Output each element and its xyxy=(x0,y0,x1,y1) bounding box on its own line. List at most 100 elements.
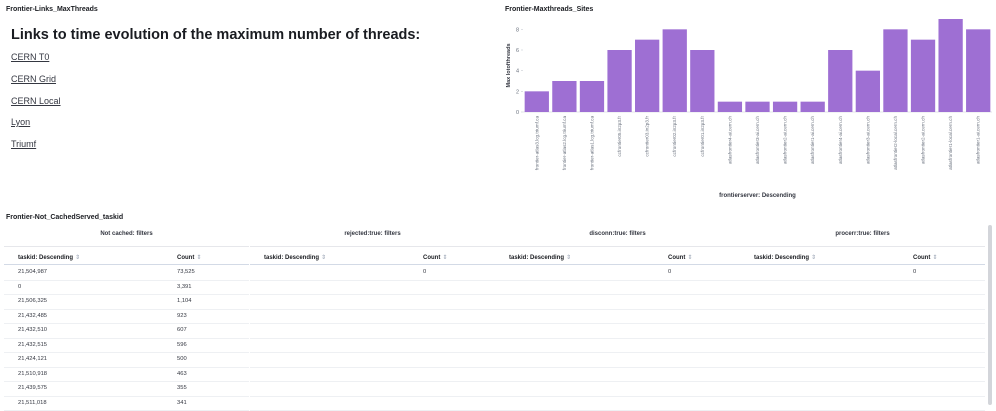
y-tick-label: 8 xyxy=(516,27,519,33)
table-row xyxy=(250,309,495,325)
sort-icon[interactable]: ⇕ xyxy=(442,255,447,261)
chart-panel: Frontier-Maxthreads_Sites Max lotofthrea… xyxy=(495,0,996,205)
cell-count: 0 xyxy=(423,269,426,275)
vertical-scrollbar[interactable] xyxy=(988,225,992,405)
table-row xyxy=(740,352,985,368)
cell-count: 463 xyxy=(177,371,187,377)
cell-taskid: 0 xyxy=(18,284,21,290)
column-header-count[interactable]: Count⇕ xyxy=(668,254,692,261)
y-axis-title: Max lotofthreads xyxy=(506,43,512,87)
x-tick-label: frontier-atlas1.lcg.triumf.ca xyxy=(589,116,594,171)
table-row xyxy=(740,338,985,354)
y-tick-label: 2 xyxy=(516,89,519,95)
cell-taskid: 21,439,575 xyxy=(18,385,47,391)
bar xyxy=(663,29,687,112)
table-row xyxy=(740,323,985,339)
table-row: 0 3,391 xyxy=(4,280,249,296)
column-header-taskid[interactable]: taskid: Descending⇕ xyxy=(264,254,326,261)
table-row xyxy=(740,309,985,325)
table-row xyxy=(495,280,740,296)
cell-count: 596 xyxy=(177,342,187,348)
table-row xyxy=(250,367,495,383)
bar xyxy=(801,102,825,112)
bar xyxy=(607,50,631,112)
column-header-count[interactable]: Count⇕ xyxy=(177,254,201,261)
x-tick-label: ccfrontier03.in2p3.fr xyxy=(645,116,650,157)
x-tick-label: atlasfrontier1-ai.cern.ch xyxy=(810,116,815,164)
data-table: Not cached: filters taskid: Descending⇕ Co… xyxy=(4,226,249,411)
table-row xyxy=(495,381,740,397)
table-title: Not cached: filters xyxy=(4,231,249,237)
table-row: 0 xyxy=(740,265,985,281)
links-panel-title: Frontier-Links_MaxThreads xyxy=(6,6,98,13)
cell-count: 923 xyxy=(177,313,187,319)
x-tick-label: atlasfrontier2-ai.cern.ch xyxy=(921,116,926,164)
column-header-taskid[interactable]: taskid: Descending⇕ xyxy=(18,254,80,261)
bar xyxy=(552,81,576,112)
table-divider xyxy=(495,246,740,247)
bar xyxy=(966,29,990,112)
bar xyxy=(718,102,742,112)
bar xyxy=(938,19,962,112)
link-triumf[interactable]: Triumf xyxy=(11,139,36,149)
x-tick-label: atlasfrontier4-ai.cern.ch xyxy=(727,116,732,164)
x-tick-label: frontier-atlas2.lcg.triumf.ca xyxy=(562,116,567,171)
sort-icon[interactable]: ⇕ xyxy=(811,255,816,261)
table-divider xyxy=(250,246,495,247)
sort-icon[interactable]: ⇕ xyxy=(321,255,326,261)
sort-icon[interactable]: ⇕ xyxy=(687,255,692,261)
link-cern-t0[interactable]: CERN T0 xyxy=(11,52,49,62)
table-row xyxy=(250,352,495,368)
table-divider xyxy=(740,246,985,247)
table-row xyxy=(495,309,740,325)
bar xyxy=(580,81,604,112)
y-tick-label: 4 xyxy=(516,69,519,75)
table-row xyxy=(250,338,495,354)
links-heading: Links to time evolution of the maximum n… xyxy=(11,27,420,43)
bar xyxy=(828,50,852,112)
column-header-taskid[interactable]: taskid: Descending⇕ xyxy=(754,254,816,261)
table-row: 21,432,515 596 xyxy=(4,338,249,354)
table-title: rejected:true: filters xyxy=(250,231,495,237)
sort-icon[interactable]: ⇕ xyxy=(932,255,937,261)
table-row xyxy=(495,323,740,339)
bar xyxy=(525,91,549,112)
x-tick-label: frontier-atlas3.lcg.triumf.ca xyxy=(534,116,539,171)
table-row xyxy=(740,367,985,383)
column-header-count[interactable]: Count⇕ xyxy=(423,254,447,261)
y-tick-label: 6 xyxy=(516,48,519,54)
cell-count: 3,391 xyxy=(177,284,192,290)
table-row xyxy=(495,352,740,368)
link-cern-grid[interactable]: CERN Grid xyxy=(11,74,56,84)
table-row xyxy=(250,294,495,310)
cell-taskid: 21,432,515 xyxy=(18,342,47,348)
cell-count: 73,525 xyxy=(177,269,195,275)
sort-icon[interactable]: ⇕ xyxy=(75,255,80,261)
cell-taskid: 21,504,987 xyxy=(18,269,47,275)
cell-count: 0 xyxy=(913,269,916,275)
x-tick-label: atlasfrontier3-ai.cern.ch xyxy=(865,116,870,164)
x-tick-label: atlasfrontier3-ai.cern.ch xyxy=(755,116,760,164)
column-header-taskid[interactable]: taskid: Descending⇕ xyxy=(509,254,571,261)
link-lyon[interactable]: Lyon xyxy=(11,117,30,127)
link-cern-local[interactable]: CERN Local xyxy=(11,96,61,106)
table-row: 21,504,987 73,525 xyxy=(4,265,249,281)
sort-icon[interactable]: ⇕ xyxy=(196,255,201,261)
cell-count: 500 xyxy=(177,356,187,362)
cell-count: 1,104 xyxy=(177,298,192,304)
sort-icon[interactable]: ⇕ xyxy=(566,255,571,261)
data-table: rejected:true: filters taskid: Descending… xyxy=(250,226,495,411)
y-tick-label: 0 xyxy=(516,110,519,116)
x-tick-label: ccfrontier01.in2p3.fr xyxy=(700,116,705,157)
column-header-count[interactable]: Count⇕ xyxy=(913,254,937,261)
tables-panel: Frontier-Not_CachedServed_taskid Not cac… xyxy=(0,208,996,409)
bar xyxy=(773,102,797,112)
bar xyxy=(883,29,907,112)
bar xyxy=(635,40,659,112)
x-tick-label: ccfrontier02.in2p3.fr xyxy=(672,116,677,157)
